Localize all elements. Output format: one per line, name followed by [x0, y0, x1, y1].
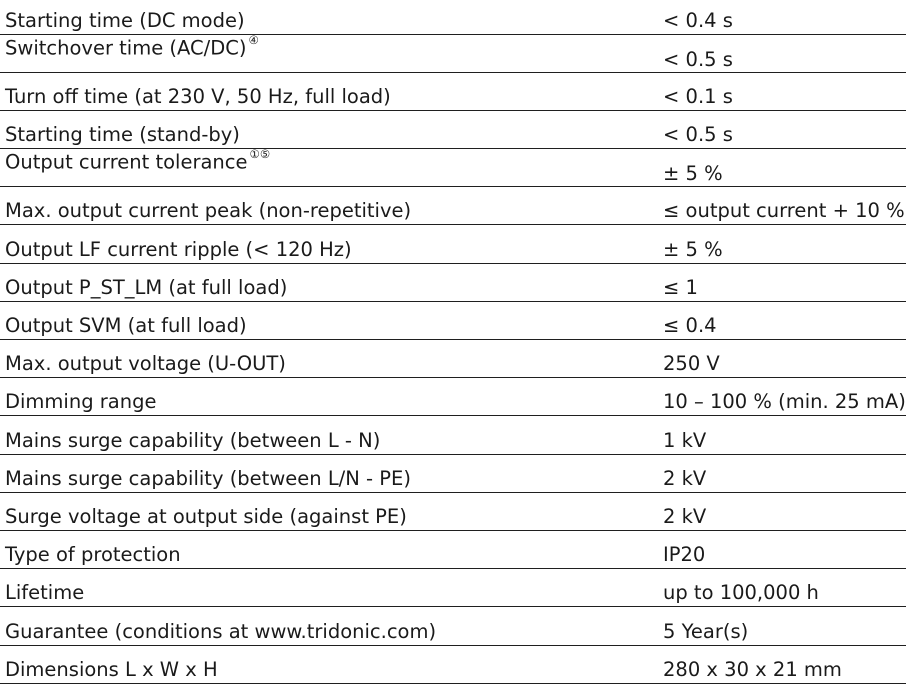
table-row: Switchover time (AC/DC) ④ < 0.5 s	[0, 32, 906, 73]
spec-value: < 0.4 s	[655, 0, 906, 35]
spec-value: ≤ 1	[655, 263, 906, 302]
spec-value: ≤ output current + 10 %	[655, 186, 906, 226]
spec-label: Max. output current peak (non-repetitive…	[0, 186, 655, 226]
spec-value: 280 x 30 x 21 mm	[655, 645, 906, 684]
spec-label: Output current tolerance ①⑤	[0, 147, 655, 188]
table-row: Surge voltage at output side (against PE…	[0, 492, 906, 531]
spec-label: Lifetime	[0, 568, 655, 608]
spec-value: 10 – 100 % (min. 25 mA)	[655, 377, 906, 417]
table-row: Output LF current ripple (< 120 Hz) ± 5 …	[0, 224, 906, 264]
spec-label: Type of protection	[0, 530, 655, 570]
spec-value: < 0.1 s	[655, 72, 906, 111]
table-row: Output current tolerance ①⑤ ± 5 %	[0, 147, 906, 188]
table-row: Output P_ST_LM (at full load) ≤ 1	[0, 263, 906, 302]
spec-value: 1 kV	[655, 415, 906, 455]
table-row: Mains surge capability (between L - N) 1…	[0, 415, 906, 455]
spec-label: Turn off time (at 230 V, 50 Hz, full loa…	[0, 72, 655, 111]
table-row: Max. output voltage (U-OUT) 250 V	[0, 339, 906, 379]
spec-label: Mains surge capability (between L - N)	[0, 415, 655, 455]
spec-label: Max. output voltage (U-OUT)	[0, 339, 655, 379]
footnote-marker: ④	[248, 32, 259, 47]
table-row: Output SVM (at full load) ≤ 0.4	[0, 301, 906, 341]
table-row: Lifetime up to 100,000 h	[0, 568, 906, 608]
footnote-marker: ①⑤	[249, 147, 271, 162]
spec-label: Output SVM (at full load)	[0, 301, 655, 341]
table-row: Dimming range 10 – 100 % (min. 25 mA)	[0, 377, 906, 417]
spec-label: Guarantee (conditions at www.tridonic.co…	[0, 606, 655, 646]
spec-value: 2 kV	[655, 492, 906, 531]
table-row: Starting time (DC mode) < 0.4 s	[0, 0, 906, 35]
spec-value: < 0.5 s	[655, 110, 906, 150]
spec-value: 5 Year(s)	[655, 606, 906, 646]
spec-label: Surge voltage at output side (against PE…	[0, 492, 655, 531]
spec-label: Starting time (DC mode)	[0, 0, 655, 35]
spec-value: ± 5 %	[655, 148, 906, 188]
table-row: Mains surge capability (between L/N - PE…	[0, 454, 906, 493]
spec-label: Output LF current ripple (< 120 Hz)	[0, 224, 655, 264]
spec-value: < 0.5 s	[655, 34, 906, 73]
spec-value: ± 5 %	[655, 224, 906, 264]
spec-value: ≤ 0.4	[655, 301, 906, 341]
spec-value: 250 V	[655, 339, 906, 379]
spec-label: Output P_ST_LM (at full load)	[0, 263, 655, 302]
spec-label: Dimming range	[0, 377, 655, 417]
table-row: Dimensions L x W x H 280 x 30 x 21 mm	[0, 645, 906, 684]
table-row: Starting time (stand-by) < 0.5 s	[0, 110, 906, 150]
spec-label: Mains surge capability (between L/N - PE…	[0, 454, 655, 493]
table-row: Guarantee (conditions at www.tridonic.co…	[0, 606, 906, 646]
spec-value: IP20	[655, 530, 906, 570]
table-row: Type of protection IP20	[0, 530, 906, 570]
spec-label: Starting time (stand-by)	[0, 110, 655, 150]
spec-value: 2 kV	[655, 454, 906, 493]
spec-value: up to 100,000 h	[655, 568, 906, 608]
spec-label: Dimensions L x W x H	[0, 645, 655, 684]
table-row: Turn off time (at 230 V, 50 Hz, full loa…	[0, 72, 906, 111]
spec-label: Switchover time (AC/DC) ④	[0, 32, 655, 73]
table-row: Max. output current peak (non-repetitive…	[0, 186, 906, 226]
